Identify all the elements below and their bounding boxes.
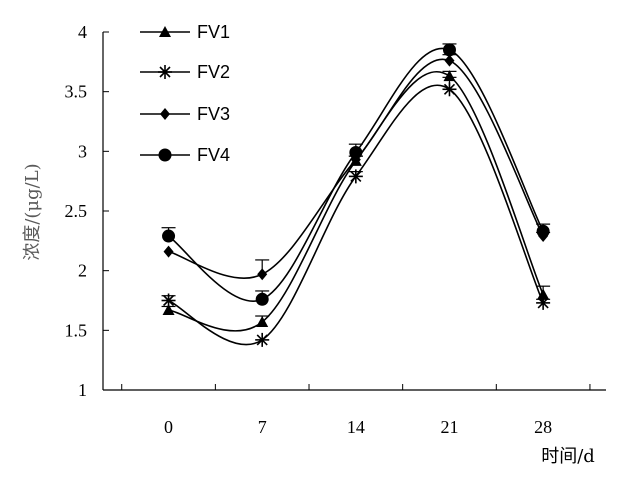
legend-label-fv2: FV2 [197,62,230,82]
y-tick-label: 1.5 [65,320,88,340]
data-point-fv4 [536,224,550,238]
data-point-fv2-stroke [350,170,362,182]
legend-marker-fv1 [159,26,171,37]
data-point-fv2 [442,82,457,97]
data-point-fv3 [163,245,174,258]
data-point-fv1 [443,70,456,82]
x-axis-title: 时间/d [541,446,595,467]
y-tick-label: 3 [78,141,87,161]
x-tick-label: 28 [534,417,552,437]
legend-label-fv1: FV1 [197,22,230,42]
legend-marker-fv2 [158,65,172,79]
legend-label-fv4: FV4 [197,145,230,165]
data-point-fv3 [444,54,455,67]
data-point-fv3 [257,268,268,281]
y-axis-title: 浓度/(μg/L) [22,163,43,260]
x-tick-label: 0 [164,417,173,437]
y-tick-label: 4 [78,22,87,42]
data-point-fv4 [255,292,269,306]
legend-marker-fv4 [158,148,172,162]
series-markers [161,43,551,347]
data-point-fv1 [162,304,175,316]
data-point-fv2-stroke [443,83,456,95]
y-tick-label: 2.5 [65,201,88,221]
data-point-fv2-stroke [537,297,549,309]
data-point-fv2 [536,295,551,310]
legend-label-fv3: FV3 [197,104,230,124]
legend-marker-fv2-stroke [159,66,171,78]
series-line-fv2 [168,84,544,346]
data-point-fv4 [349,146,363,160]
data-point-fv4 [442,43,456,57]
x-tick-label: 14 [347,417,365,437]
data-point-fv2 [255,332,270,347]
legend-marker-fv3 [160,108,170,120]
data-point-fv2-stroke [256,334,268,346]
data-point-fv2 [348,169,363,184]
data-point-fv2 [161,293,176,308]
x-tick-label: 21 [440,417,458,437]
y-tick-label: 3.5 [65,82,88,102]
series-lines [168,47,544,346]
series-line-fv3 [168,58,544,279]
data-point-fv1 [256,315,269,327]
y-tick-label: 1 [78,380,87,400]
data-point-fv2-stroke [162,294,175,307]
data-point-fv1 [537,288,550,300]
y-tick-label: 2 [78,261,87,281]
legend: FV1 FV2 FV3 FV4 [140,22,230,165]
axes: 1 1.5 2 2.5 3 3.5 4 0 7 14 21 28 [65,22,606,437]
x-tick-label: 7 [258,417,267,437]
data-point-fv4 [162,229,176,243]
